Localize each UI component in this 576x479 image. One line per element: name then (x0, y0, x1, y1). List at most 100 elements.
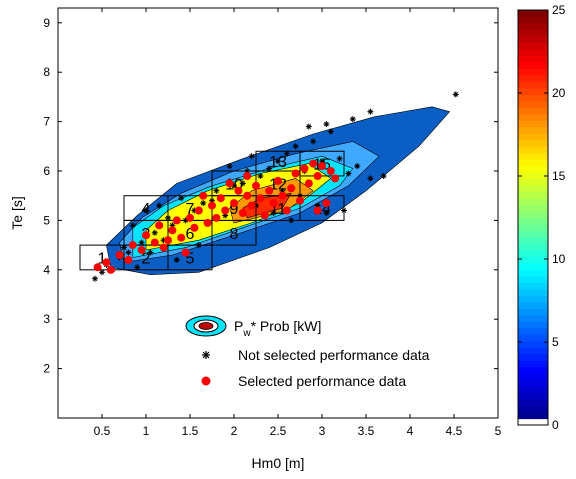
x-tick-label: 1 (143, 424, 150, 438)
not-selected-point (323, 210, 330, 216)
colorbar-cell (518, 262, 548, 270)
colorbar-cell (518, 321, 548, 329)
colorbar-cell (518, 360, 548, 368)
colorbar-cell (518, 94, 548, 102)
colorbar-cell (518, 61, 548, 69)
not-selected-point (323, 121, 330, 128)
x-tick-label: 1.5 (182, 424, 199, 438)
not-selected-point (367, 108, 374, 115)
selected-point (159, 243, 168, 252)
legend: Pw* Prob [kW] Not selected performance d… (185, 315, 430, 389)
not-selected-point (178, 195, 185, 202)
colorbar-cell (518, 288, 548, 296)
y-axis-label: Te [s] (9, 196, 25, 229)
colorbar-cell (518, 74, 548, 82)
selected-point (234, 186, 243, 195)
selected-point (93, 263, 102, 272)
colorbar-cell (518, 16, 548, 24)
colorbar-cell (518, 392, 548, 400)
x-tick-label: 4.5 (446, 424, 463, 438)
selected-point (269, 199, 278, 208)
colorbar-cell (518, 55, 548, 63)
colorbar-cell (518, 29, 548, 37)
colorbar-cell (518, 113, 548, 121)
colorbar-cell (518, 159, 548, 167)
colorbar-cell (518, 347, 548, 355)
colorbar-cell (518, 282, 548, 290)
x-tick-label: 3.5 (358, 424, 375, 438)
selected-point (260, 211, 269, 220)
colorbar-cell (518, 269, 548, 277)
not-selected-point (305, 123, 312, 130)
selected-point (203, 218, 212, 227)
not-selected-point (275, 158, 281, 165)
not-selected-point (195, 242, 202, 249)
not-selected-point (248, 153, 255, 160)
colorbar-cell (518, 152, 548, 160)
bin-label: 8 (230, 226, 239, 243)
selected-layer (93, 159, 340, 274)
colorbar-cell (518, 107, 548, 115)
colorbar-cell (518, 353, 548, 361)
selected-point (106, 265, 115, 274)
legend-contour-label-sub: w (242, 328, 251, 339)
colorbar-cell (518, 379, 548, 387)
selected-point (150, 238, 159, 247)
selected-point (300, 164, 309, 173)
colorbar-cell (518, 223, 548, 232)
selected-point (208, 201, 216, 210)
colorbar-cell (518, 399, 548, 407)
colorbar-tick-label: 20 (552, 86, 566, 100)
bin-label: 5 (186, 250, 195, 267)
colorbar-cell (518, 236, 548, 245)
selected-point (322, 199, 331, 208)
colorbar-cell (518, 256, 548, 264)
selected-point (243, 172, 252, 180)
bin-label: 6 (186, 226, 195, 243)
x-axis-ticks: 0.5 1 1.5 2 2.5 3 3.5 4 4.5 5 (94, 8, 502, 438)
bin-label: 9 (230, 201, 239, 218)
colorbar-cell (518, 204, 548, 212)
selected-point (190, 223, 199, 232)
not-selected-point (173, 256, 180, 263)
colorbar-cell (518, 22, 548, 31)
colorbar-cell (518, 198, 548, 206)
y-tick-label: 6 (43, 164, 50, 178)
colorbar-cell (518, 314, 548, 322)
colorbar-cell (518, 230, 548, 238)
not-selected-point (143, 207, 149, 214)
not-selected-point (200, 200, 207, 207)
colorbar-tick-label: 10 (552, 252, 566, 266)
not-selected-point (213, 187, 220, 194)
selected-point (168, 226, 177, 235)
not-selected-point (292, 143, 299, 150)
colorbar-tick-label: 5 (552, 335, 559, 349)
selected-point (274, 176, 282, 185)
not-selected-point (165, 214, 171, 221)
colorbar: 0 5 10 15 20 25 (517, 3, 566, 432)
colorbar-cell (518, 412, 548, 420)
y-tick-label: 8 (43, 65, 50, 79)
selected-point (296, 196, 304, 205)
colorbar-cell (518, 308, 548, 316)
selected-point (124, 255, 133, 264)
colorbar-cell (518, 146, 548, 154)
selected-point (313, 206, 322, 215)
legend-contour-icon (185, 315, 227, 337)
selected-point (199, 191, 208, 200)
not-selected-point (270, 210, 277, 216)
x-tick-label: 2.5 (270, 424, 287, 438)
x-tick-label: 2 (231, 424, 238, 438)
colorbar-cell (518, 10, 548, 18)
selected-point (230, 199, 238, 208)
colorbar-cell (518, 275, 548, 283)
legend-contour-label-rest: * Prob [kW] (251, 318, 322, 334)
not-selected-point (354, 163, 361, 170)
colorbar-cell (518, 249, 548, 258)
y-tick-label: 7 (43, 115, 50, 129)
selected-point (155, 221, 164, 230)
colorbar-cell (518, 68, 548, 76)
colorbar-cell (518, 48, 548, 56)
